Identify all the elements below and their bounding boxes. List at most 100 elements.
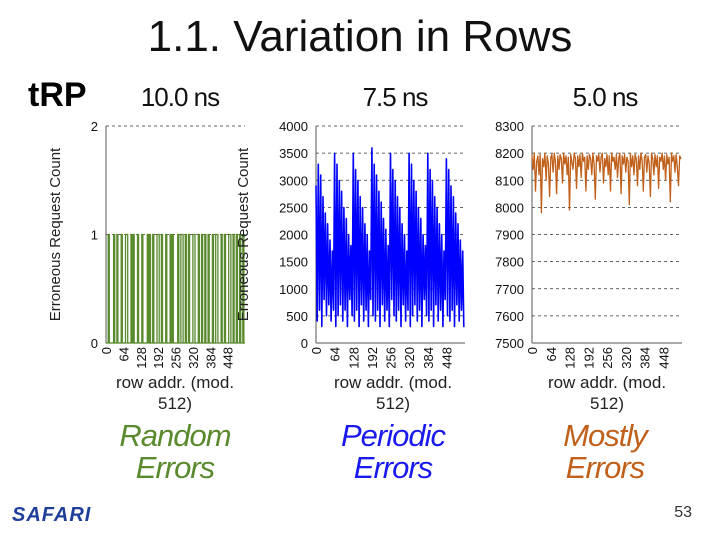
- data-point: [668, 156, 670, 158]
- data-point: [423, 299, 425, 301]
- data-point: [159, 342, 161, 344]
- panel-3-title: 5.0 ns: [572, 82, 639, 112]
- data-point: [202, 342, 204, 344]
- data-point: [662, 168, 664, 170]
- data-point: [174, 342, 177, 344]
- x-tick-label-256: 256: [600, 347, 615, 369]
- y-tick-label-8100: 8100: [495, 173, 524, 188]
- data-point: [445, 158, 447, 160]
- data-point: [219, 342, 221, 344]
- data-point: [580, 176, 582, 179]
- data-point: [378, 190, 380, 192]
- data-point: [561, 182, 564, 184]
- data-point: [126, 233, 128, 236]
- data-point: [408, 152, 410, 154]
- data-point: [332, 309, 335, 311]
- data-point: [632, 155, 634, 157]
- data-point: [541, 158, 544, 160]
- data-point: [331, 250, 333, 252]
- data-point: [120, 233, 122, 236]
- data-point: [161, 342, 164, 344]
- data-point: [160, 233, 162, 236]
- data-point: [661, 152, 663, 154]
- data-point: [647, 155, 649, 157]
- data-point: [154, 342, 156, 344]
- data-point: [198, 342, 200, 344]
- data-point: [143, 342, 145, 344]
- data-point: [367, 326, 369, 328]
- data-point: [428, 320, 430, 322]
- data-point: [622, 163, 624, 165]
- x-tick-label-256: 256: [384, 347, 399, 369]
- data-point: [107, 233, 109, 236]
- data-point: [640, 152, 642, 154]
- data-point: [441, 233, 443, 236]
- y-tick-label-2: 2: [91, 119, 98, 134]
- data-point: [163, 342, 165, 344]
- data-point: [634, 153, 636, 156]
- data-point: [193, 233, 195, 236]
- data-point: [545, 179, 547, 181]
- data-point: [344, 309, 346, 311]
- y-tick-label-1000: 1000: [279, 282, 308, 297]
- data-point: [166, 342, 168, 344]
- data-point: [401, 223, 403, 225]
- data-point: [563, 152, 565, 154]
- data-point: [592, 152, 594, 154]
- data-point: [619, 152, 621, 154]
- data-point: [349, 299, 351, 301]
- data-point: [385, 228, 387, 230]
- data-point: [368, 250, 371, 252]
- data-point: [164, 342, 166, 344]
- data-point: [552, 171, 554, 173]
- data-point: [358, 326, 360, 328]
- data-point: [372, 315, 374, 317]
- data-point: [225, 342, 228, 344]
- y-axis-label: Erroneous Request Count: [235, 147, 252, 321]
- data-point: [626, 156, 628, 158]
- data-point: [568, 209, 571, 211]
- data-point: [121, 342, 123, 344]
- data-point: [337, 315, 339, 317]
- data-point: [178, 342, 180, 344]
- data-point: [158, 342, 160, 344]
- data-point: [377, 309, 379, 311]
- data-point: [585, 190, 587, 192]
- data-point: [392, 168, 394, 170]
- data-point: [426, 315, 428, 317]
- data-point: [457, 223, 459, 225]
- data-point: [146, 233, 148, 236]
- data-point: [206, 342, 208, 344]
- x-tick-label-448: 448: [221, 347, 236, 369]
- y-tick-label-0: 0: [91, 336, 98, 351]
- data-point: [134, 342, 136, 344]
- data-point: [679, 155, 681, 157]
- data-point: [608, 155, 610, 157]
- data-point: [591, 174, 593, 176]
- data-point: [323, 299, 325, 301]
- data-point: [195, 342, 197, 344]
- data-point: [442, 326, 444, 328]
- data-point: [316, 320, 318, 322]
- data-point: [237, 342, 240, 344]
- data-point: [233, 342, 235, 344]
- data-point: [217, 342, 219, 344]
- x-tick-label-448: 448: [656, 347, 671, 369]
- data-point: [382, 217, 385, 219]
- data-point: [649, 195, 651, 198]
- data-point: [222, 342, 224, 344]
- data-point: [575, 187, 578, 189]
- data-point: [602, 182, 605, 184]
- data-point: [549, 195, 551, 198]
- data-point: [421, 326, 423, 328]
- data-point: [320, 174, 322, 176]
- data-point: [360, 304, 362, 306]
- data-point: [594, 198, 596, 200]
- data-point: [635, 158, 637, 160]
- data-point: [643, 156, 646, 158]
- data-point: [670, 152, 673, 154]
- data-point: [110, 342, 112, 344]
- data-point: [187, 233, 190, 236]
- data-point: [612, 160, 614, 162]
- data-point: [669, 201, 671, 203]
